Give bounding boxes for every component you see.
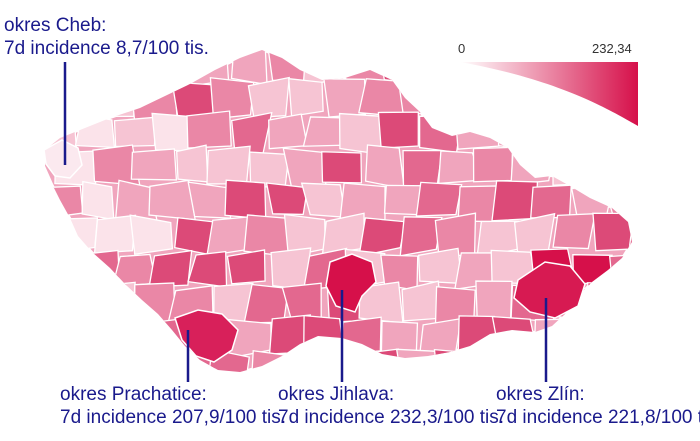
district-cell	[113, 116, 158, 148]
district-cell	[130, 148, 178, 181]
district-cell	[592, 212, 632, 252]
district-cell	[630, 147, 632, 189]
district-cell	[209, 77, 255, 120]
district-cell	[54, 79, 96, 121]
district-cell	[265, 182, 309, 216]
district-cell	[247, 76, 290, 119]
district-cell	[417, 247, 463, 285]
district-cell	[510, 145, 556, 186]
district-cell	[93, 214, 137, 254]
district-cell	[186, 110, 232, 149]
district-cell	[376, 50, 420, 85]
callout-zlin-value: 7d incidence 221,8/100 tis.	[496, 407, 700, 428]
district-cell	[630, 280, 632, 323]
district-cell	[74, 320, 114, 355]
district-cell	[148, 249, 193, 288]
district-cell	[130, 349, 176, 372]
district-cell	[380, 320, 419, 355]
district-cell	[176, 144, 209, 183]
callout-lines	[63, 62, 548, 382]
district-cell	[591, 149, 628, 187]
district-cell	[415, 181, 463, 217]
callout-cheb-title: okres Cheb:	[4, 15, 107, 36]
district-cell	[224, 179, 267, 220]
district-cell	[586, 282, 632, 326]
callout-cheb-value: 7d incidence 8,7/100 tis.	[4, 38, 209, 59]
district-cell	[533, 318, 572, 356]
czech-districts	[42, 48, 634, 374]
district-cell	[151, 112, 193, 152]
callout-jihlava-value: 7d incidence 232,3/100 tis.	[278, 407, 505, 428]
district-cell	[627, 214, 632, 258]
district-cell	[434, 77, 477, 120]
district-cell	[402, 149, 443, 189]
callout-zlin-title: okres Zlín:	[496, 384, 585, 405]
district-cell	[566, 117, 614, 154]
district-cell	[608, 320, 632, 355]
district-cell	[570, 316, 612, 360]
district-cell	[471, 79, 514, 120]
district-cell	[303, 314, 345, 353]
district-cell	[530, 184, 572, 219]
district-cell	[148, 179, 196, 221]
callout-zlin: okres Zlín: 7d incidence 221,8/100 tis.	[496, 383, 700, 429]
callout-cheb: okres Cheb: 7d incidence 8,7/100 tis.	[4, 14, 209, 60]
legend	[460, 62, 638, 126]
district-cell	[288, 77, 324, 117]
district-cell	[339, 316, 382, 355]
district-cell	[129, 214, 174, 255]
callout-jihlava-title: okres Jihlava:	[278, 384, 395, 405]
callout-prachatice-title: okres Prachatice:	[60, 384, 207, 405]
legend-max-label: 232,34	[592, 41, 632, 56]
district-cell	[509, 85, 557, 116]
district-cell	[358, 78, 406, 118]
district-cell	[44, 185, 84, 221]
district-zlin	[513, 261, 586, 319]
district-cell	[81, 180, 115, 221]
district-cell	[321, 151, 363, 184]
legend-min-label: 0	[458, 41, 466, 56]
district-cell	[74, 249, 121, 290]
district-cell	[454, 114, 501, 150]
district-cell	[399, 216, 443, 257]
district-cell	[44, 246, 77, 290]
legend-wedge	[460, 62, 638, 126]
district-cell	[243, 214, 292, 258]
district-cell	[171, 81, 216, 119]
district-cell	[187, 181, 232, 219]
district-jihlava	[325, 253, 377, 313]
district-cell	[74, 114, 116, 149]
district-cell	[377, 111, 419, 149]
district-cell	[323, 78, 367, 118]
district-cell	[608, 253, 632, 289]
district-cell	[268, 113, 308, 150]
district-prachatice	[174, 309, 239, 363]
district-cell	[54, 280, 102, 318]
district-cell	[414, 50, 460, 88]
district-cell	[243, 283, 290, 324]
district-cell	[364, 144, 406, 190]
district-cell	[531, 110, 573, 151]
callout-prachatice: okres Prachatice: 7d incidence 207,9/100…	[60, 383, 286, 429]
district-cell	[552, 213, 596, 250]
district-cell	[226, 249, 266, 285]
district-cell	[491, 315, 539, 357]
district-cell	[286, 352, 325, 372]
callout-jihlava: okres Jihlava: 7d incidence 232,3/100 ti…	[278, 383, 504, 429]
district-cell	[230, 50, 268, 86]
district-cell	[358, 217, 407, 258]
callout-prachatice-value: 7d incidence 207,9/100 tis.	[60, 407, 287, 428]
district-cell	[115, 317, 158, 353]
district-cell	[44, 322, 76, 352]
district-cell	[472, 146, 514, 183]
district-cell	[206, 145, 251, 185]
